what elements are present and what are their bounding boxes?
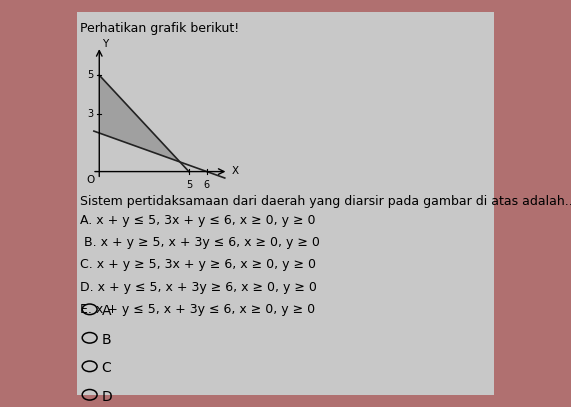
Text: D: D xyxy=(102,390,112,404)
Text: Y: Y xyxy=(102,39,108,49)
Text: Sistem pertidaksamaan dari daerah yang diarsir pada gambar di atas adalah..: Sistem pertidaksamaan dari daerah yang d… xyxy=(80,195,571,208)
Text: 5: 5 xyxy=(87,70,94,80)
Text: O: O xyxy=(86,175,94,185)
Polygon shape xyxy=(99,75,180,162)
Text: C: C xyxy=(102,361,111,375)
Text: B. x + y ≥ 5, x + 3y ≤ 6, x ≥ 0, y ≥ 0: B. x + y ≥ 5, x + 3y ≤ 6, x ≥ 0, y ≥ 0 xyxy=(80,236,320,249)
Text: 3: 3 xyxy=(88,109,94,119)
Text: E. x + y ≤ 5, x + 3y ≤ 6, x ≥ 0, y ≥ 0: E. x + y ≤ 5, x + 3y ≤ 6, x ≥ 0, y ≥ 0 xyxy=(80,303,315,316)
Text: B: B xyxy=(102,333,111,347)
Text: 6: 6 xyxy=(204,180,210,190)
Text: 5: 5 xyxy=(186,180,192,190)
Text: C. x + y ≥ 5, 3x + y ≥ 6, x ≥ 0, y ≥ 0: C. x + y ≥ 5, 3x + y ≥ 6, x ≥ 0, y ≥ 0 xyxy=(80,258,316,271)
Text: A: A xyxy=(102,304,111,318)
Text: X: X xyxy=(232,166,239,175)
Text: A. x + y ≤ 5, 3x + y ≤ 6, x ≥ 0, y ≥ 0: A. x + y ≤ 5, 3x + y ≤ 6, x ≥ 0, y ≥ 0 xyxy=(80,214,315,227)
Text: Perhatikan grafik berikut!: Perhatikan grafik berikut! xyxy=(80,22,239,35)
Text: D. x + y ≤ 5, x + 3y ≥ 6, x ≥ 0, y ≥ 0: D. x + y ≤ 5, x + 3y ≥ 6, x ≥ 0, y ≥ 0 xyxy=(80,281,317,294)
